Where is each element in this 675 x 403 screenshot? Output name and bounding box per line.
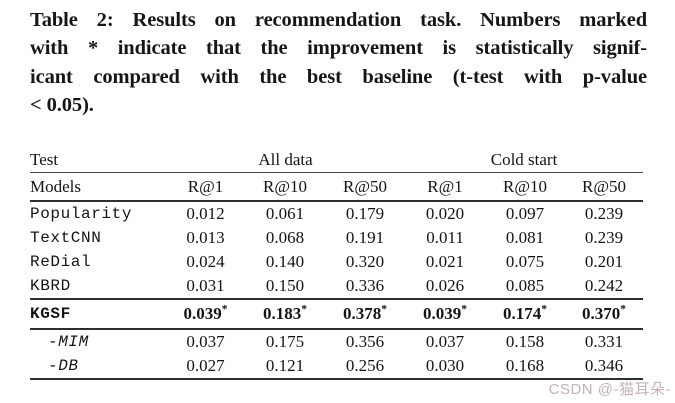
results-table: Test All data Cold start Models R@1 R@10… [30, 147, 644, 380]
value-cell: 0.378* [343, 303, 387, 323]
caption-line-1: Table 2: Results on recommendation task.… [30, 9, 647, 31]
value-cell: 0.183* [263, 303, 307, 323]
value-cell: 0.239 [584, 228, 624, 247]
value-cell: 0.037 [186, 332, 225, 351]
value-cell: 0.175 [265, 332, 305, 351]
metric-header-cell: R@1 [427, 176, 463, 196]
model-name-cell: TextCNN [30, 229, 102, 247]
group-header-all-data: All data [258, 149, 313, 169]
group-header-row: Test All data Cold start [30, 147, 644, 173]
table-row-popularity: Popularity 0.012 0.061 0.179 0.020 0.097… [30, 201, 643, 226]
value-cell: 0.030 [425, 356, 465, 375]
value-cell: 0.320 [345, 252, 385, 271]
csdn-watermark: CSDN @-猫耳朵- [548, 381, 671, 398]
value-cell: 0.013 [186, 228, 225, 247]
value-cell: 0.039* [423, 303, 468, 323]
model-name-cell: -DB [48, 357, 79, 375]
value-cell: 0.085 [505, 276, 545, 295]
significance-star: * [301, 303, 307, 316]
value-cell: 0.081 [505, 228, 545, 247]
value-cell: 0.024 [186, 252, 225, 271]
table-caption: Table 2: Results on recommendation task.… [30, 6, 647, 120]
significance-star: * [620, 303, 627, 316]
value-cell: 0.239 [584, 204, 624, 223]
value-cell: 0.021 [425, 252, 465, 271]
value-cell: 0.097 [505, 204, 545, 223]
table-row-kbrd: KBRD 0.031 0.150 0.336 0.026 0.085 0.242 [30, 274, 643, 299]
model-name-cell: -MIM [48, 333, 89, 351]
value-cell: 0.026 [425, 276, 465, 295]
value-cell: 0.174* [503, 303, 548, 323]
significance-star: * [461, 303, 468, 316]
significance-star: * [541, 303, 548, 316]
metric-header-cell: R@1 [187, 176, 224, 196]
caption-line-3: icant compared with the best baseline (t… [30, 65, 647, 88]
value-cell: 0.037 [425, 332, 465, 351]
table-row-textcnn: TextCNN 0.013 0.068 0.191 0.011 0.081 0.… [30, 226, 643, 250]
value-cell: 0.121 [265, 356, 305, 375]
value-cell: 0.336 [345, 276, 385, 295]
value-cell: 0.179 [345, 204, 385, 223]
value-cell: 0.242 [584, 276, 624, 295]
value-cell: 0.331 [584, 332, 624, 351]
caption-line-2: with * indicate that the improvement is … [30, 37, 647, 60]
group-header-cold-start: Cold start [490, 149, 558, 169]
significance-star: * [381, 303, 387, 316]
table-row-kgsf: KGSF 0.039* 0.183* 0.378* 0.039* 0.174* … [30, 299, 644, 329]
table-row-minus-mim: -MIM 0.037 0.175 0.356 0.037 0.158 0.331 [30, 329, 643, 354]
value-cell: 0.011 [426, 228, 464, 247]
value-cell: 0.061 [265, 204, 305, 223]
model-name-cell: Popularity [30, 205, 133, 223]
value-cell: 0.075 [505, 252, 545, 271]
value-cell: 0.012 [186, 204, 225, 223]
value-cell: 0.256 [345, 356, 385, 375]
model-name-cell: KBRD [30, 277, 71, 295]
value-cell: 0.201 [584, 252, 624, 271]
metric-header-cell: R@50 [582, 176, 627, 196]
value-cell: 0.158 [505, 332, 545, 351]
significance-star: * [221, 303, 228, 316]
value-cell: 0.168 [505, 356, 545, 375]
metric-header-cell: R@10 [263, 176, 307, 196]
value-cell: 0.031 [186, 276, 225, 295]
metric-header-cell: R@10 [503, 176, 548, 196]
metric-header-row: Models R@1 R@10 R@50 R@1 R@10 R@50 [30, 173, 644, 201]
value-cell: 0.140 [265, 252, 305, 271]
value-cell: 0.150 [265, 276, 305, 295]
value-cell: 0.370* [582, 303, 627, 323]
table-row-minus-db: -DB 0.027 0.121 0.256 0.030 0.168 0.346 [30, 354, 644, 379]
metric-header-cell: R@50 [343, 176, 387, 196]
value-cell: 0.027 [186, 356, 225, 375]
test-label: Test [30, 149, 59, 169]
value-cell: 0.191 [345, 228, 385, 247]
models-column-header: Models [30, 176, 81, 196]
table-row-redial: ReDial 0.024 0.140 0.320 0.021 0.075 0.2… [30, 250, 643, 274]
model-name-cell: KGSF [30, 305, 71, 323]
caption-line-4: < 0.05). [30, 94, 94, 117]
value-cell: 0.020 [425, 204, 465, 223]
value-cell: 0.356 [345, 332, 385, 351]
value-cell: 0.039* [183, 303, 228, 323]
value-cell: 0.346 [584, 356, 624, 375]
model-name-cell: ReDial [30, 253, 92, 271]
value-cell: 0.068 [265, 228, 305, 247]
